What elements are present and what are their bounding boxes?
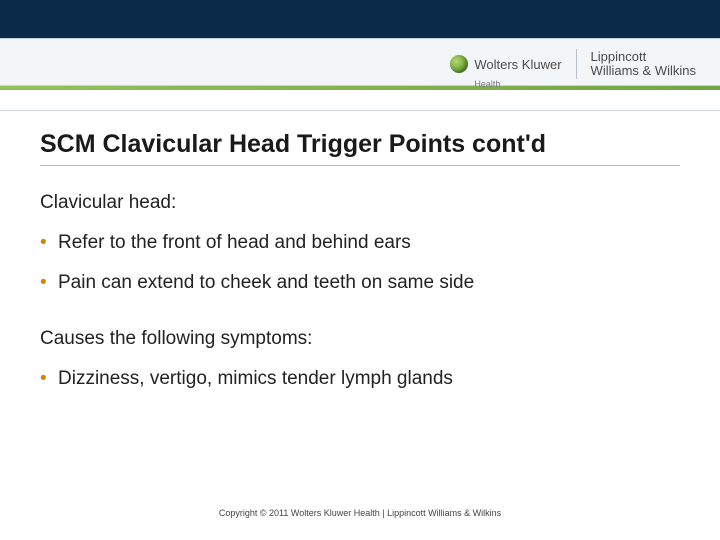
brand-block: Wolters Kluwer Health Lippincott William… bbox=[450, 46, 696, 82]
header: Wolters Kluwer Health Lippincott William… bbox=[0, 0, 720, 110]
slide: Wolters Kluwer Health Lippincott William… bbox=[0, 0, 720, 540]
lww-line2: Williams & Wilkins bbox=[591, 64, 696, 78]
wk-name: Wolters Kluwer bbox=[474, 57, 561, 72]
header-accent-line bbox=[0, 86, 720, 90]
section2-bullets: Dizziness, vertigo, mimics tender lymph … bbox=[40, 368, 680, 390]
section1-heading: Clavicular head: bbox=[40, 192, 680, 214]
lww-logo: Lippincott Williams & Wilkins bbox=[591, 50, 696, 79]
copyright-footer: Copyright © 2011 Wolters Kluwer Health |… bbox=[0, 508, 720, 518]
list-item: Pain can extend to cheek and teeth on sa… bbox=[40, 272, 680, 294]
brand-divider bbox=[576, 49, 577, 79]
wk-mark-icon bbox=[450, 55, 468, 73]
list-item: Refer to the front of head and behind ea… bbox=[40, 232, 680, 254]
lww-line1: Lippincott bbox=[591, 50, 696, 64]
content-area: SCM Clavicular Head Trigger Points cont'… bbox=[40, 130, 680, 424]
header-dark-band bbox=[0, 0, 720, 38]
wk-subtext: Health bbox=[474, 79, 500, 89]
header-bottom-rule bbox=[0, 110, 720, 111]
list-item: Dizziness, vertigo, mimics tender lymph … bbox=[40, 368, 680, 390]
section2-heading: Causes the following symptoms: bbox=[40, 328, 680, 350]
wolters-kluwer-logo: Wolters Kluwer Health bbox=[450, 55, 561, 73]
slide-title: SCM Clavicular Head Trigger Points cont'… bbox=[40, 130, 680, 166]
section1-bullets: Refer to the front of head and behind ea… bbox=[40, 232, 680, 294]
